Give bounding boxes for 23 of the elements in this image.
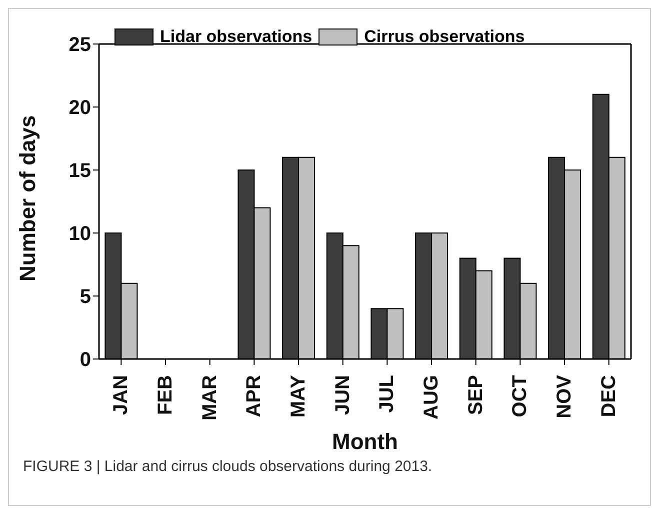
y-tick-label: 0 xyxy=(80,349,91,372)
x-tick-label: OCT xyxy=(509,375,532,418)
y-tick-label: 5 xyxy=(80,286,91,308)
y-axis-title: Number of days xyxy=(14,115,40,282)
legend-label: Cirrus observations xyxy=(364,27,525,47)
x-tick-label: NOV xyxy=(554,374,576,418)
y-tick-label: 10 xyxy=(68,223,91,246)
y-tick-label: 20 xyxy=(68,97,91,120)
y-tick-label: 25 xyxy=(68,34,91,56)
x-tick-label: JUN xyxy=(332,375,354,416)
x-tick-label: APR xyxy=(243,374,266,418)
x-tick-label: SEP xyxy=(464,375,487,416)
x-tick-label: DEC xyxy=(598,375,620,418)
x-tick-label: MAY xyxy=(288,374,310,418)
x-tick-label: FEB xyxy=(154,375,176,415)
x-tick-label: MAR xyxy=(198,374,221,421)
caption: FIGURE 3 | Lidar and cirrus clouds observations during 2013. xyxy=(23,458,434,475)
x-axis-title: Month xyxy=(332,429,398,454)
legend-label: Lidar observations xyxy=(160,27,312,47)
y-tick-label: 15 xyxy=(68,160,91,182)
x-tick-label: JAN xyxy=(110,375,132,416)
x-tick-label: JUL xyxy=(376,375,398,413)
x-tick-label: AUG xyxy=(420,375,442,420)
